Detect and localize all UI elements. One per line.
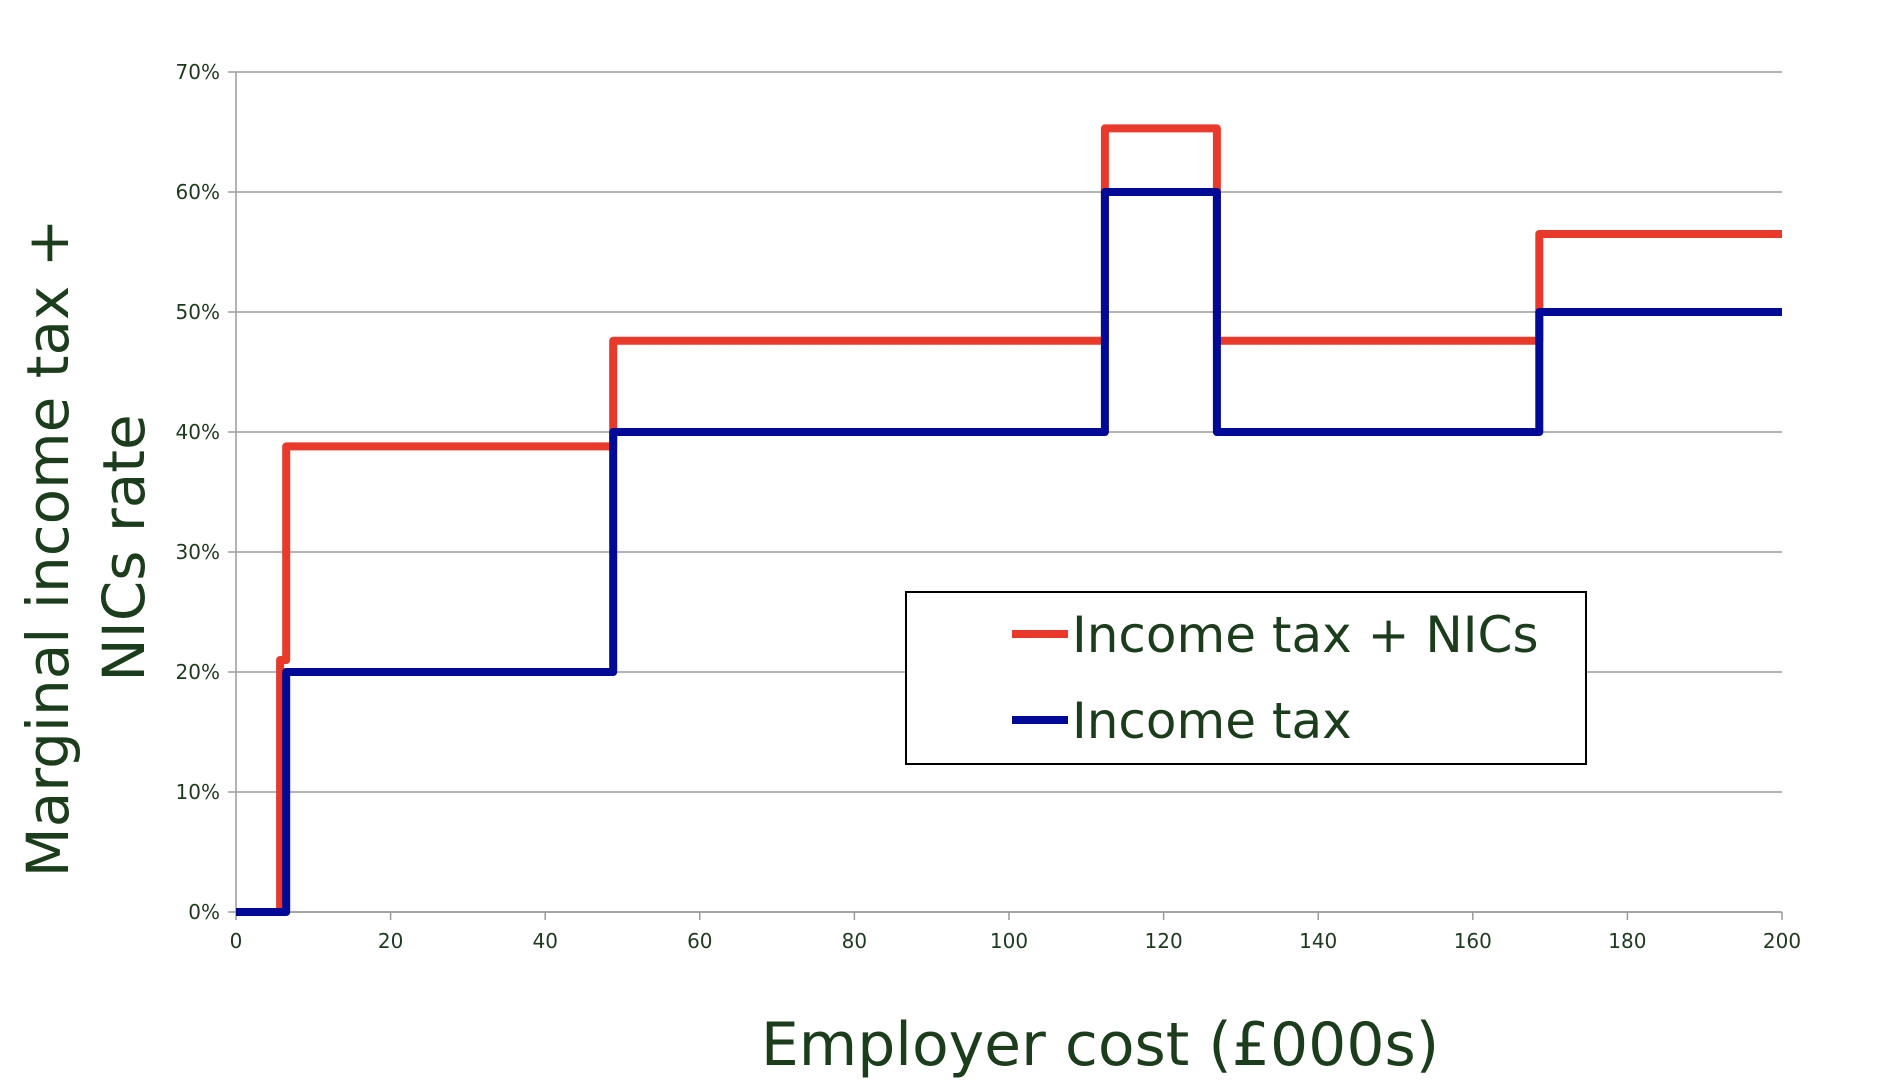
y-tick-label-1: 10% [176,780,220,804]
y-axis-title-line-1: Marginal income tax + [14,219,82,878]
x-tick-label-3: 60 [687,929,712,953]
x-tick-label-9: 180 [1608,929,1646,953]
legend: Income tax + NICs Income tax [905,591,1587,765]
y-tick-labels: 0% 10% 20% 30% 40% 50% 60% 70% [176,60,220,924]
series-line-1 [236,188,1782,916]
x-tick-label-5: 100 [990,929,1028,953]
legend-box [905,591,1587,765]
y-axis-title-line-2: NICs rate [90,414,158,681]
y-tick-label-2: 20% [176,660,220,684]
y-tick-label-7: 70% [176,60,220,84]
y-tick-label-4: 40% [176,420,220,444]
gridlines [228,71,1782,913]
x-tick-label-8: 160 [1454,929,1492,953]
x-tick-label-0: 0 [230,929,243,953]
y-tick-label-6: 60% [176,180,220,204]
legend-label-income-tax-nics: Income tax + NICs [1072,606,1539,664]
y-tick-label-0: 0% [188,900,220,924]
x-tick-labels: 0 20 40 60 80 100 120 140 160 180 200 [230,929,1801,953]
series-line-0 [236,124,1782,916]
x-tick-label-2: 40 [532,929,557,953]
x-tick-label-6: 120 [1145,929,1183,953]
axes [235,72,1783,920]
legend-label-income-tax: Income tax [1072,692,1352,750]
y-tick-label-5: 50% [176,300,220,324]
y-tick-label-3: 30% [176,540,220,564]
x-axis-title: Employer cost (£000s) [761,1010,1439,1080]
x-tick-label-10: 200 [1763,929,1801,953]
x-tick-label-1: 20 [378,929,403,953]
x-tick-label-7: 140 [1299,929,1337,953]
x-tick-label-4: 80 [842,929,867,953]
series-lines [236,124,1782,916]
